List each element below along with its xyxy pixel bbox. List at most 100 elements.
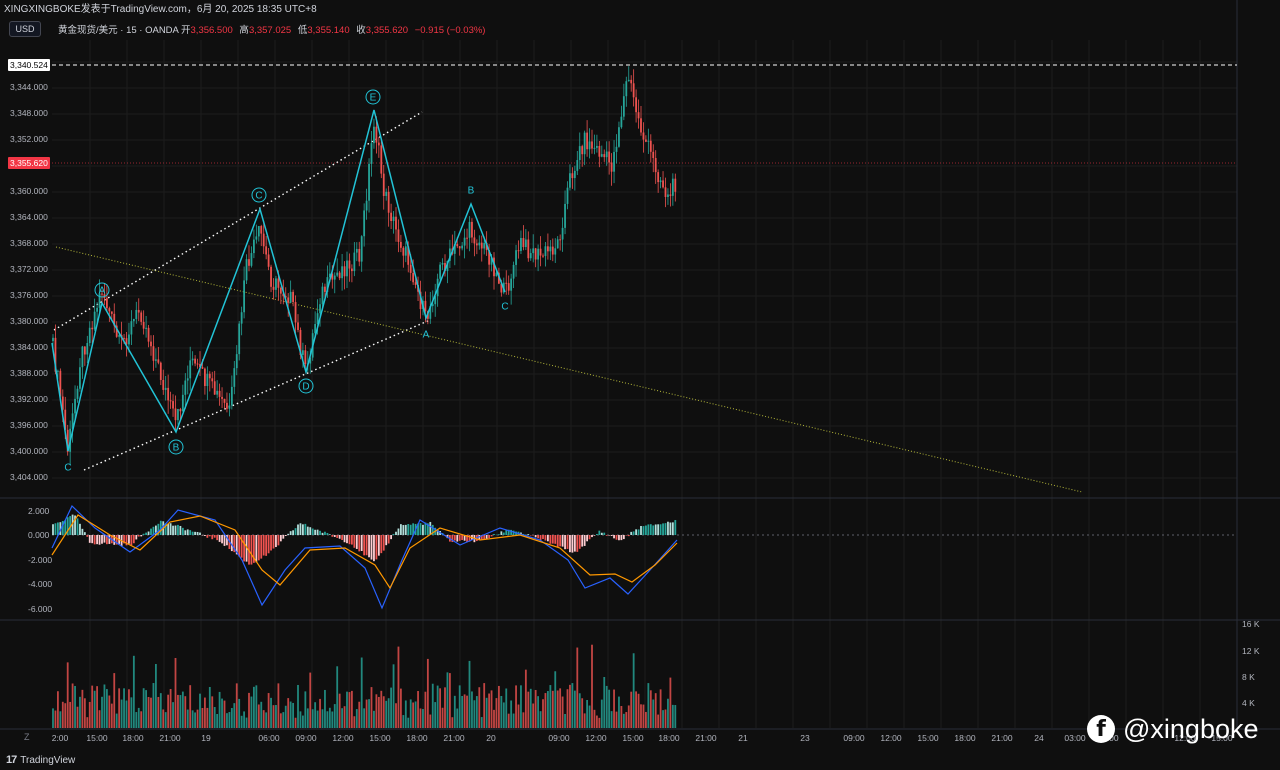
volume-bar [294, 717, 297, 728]
candle-body [289, 291, 292, 303]
price-tick-label: 3,396.000 [10, 420, 48, 430]
volume-bar [576, 647, 579, 728]
macd-histogram-bar [588, 535, 591, 540]
wave-label-circle [251, 187, 267, 203]
time-tick-label: 15:00 [86, 733, 108, 743]
macd-histogram-bar [140, 535, 143, 537]
volume-bar [59, 711, 62, 728]
volume-bar [355, 709, 358, 728]
time-tick-label: 06:00 [258, 733, 280, 743]
volume-bar [142, 688, 145, 728]
candle-body [319, 304, 321, 314]
wave-label: D [302, 382, 309, 393]
tradingview-icon: 17 [6, 754, 17, 766]
macd-histogram-bar [341, 535, 343, 540]
candle-body [657, 172, 660, 183]
candle-body [654, 158, 657, 173]
candle-body [404, 246, 407, 256]
macd-histogram-bar [583, 535, 586, 546]
macd-histogram-bar [71, 514, 74, 535]
time-tick-label: 18:00 [954, 733, 976, 743]
volume-bar [581, 698, 584, 728]
volume-tick-label: 12 K [1242, 646, 1260, 656]
macd-histogram-bar [596, 533, 598, 535]
volume-bar [208, 686, 211, 728]
candle-body [341, 266, 343, 279]
volume-bar [385, 700, 388, 728]
macd-histogram-bar [458, 535, 461, 541]
candle-body [449, 248, 451, 261]
volume-bar [380, 690, 383, 728]
volume-bar [167, 694, 170, 728]
volume-bar [196, 709, 199, 728]
time-tick-label: 23 [800, 733, 810, 743]
macd-histogram-bar [79, 523, 81, 535]
macd-histogram-bar [54, 523, 57, 535]
candle-body [71, 413, 74, 429]
macd-histogram-bar [544, 535, 547, 541]
volume-bar [218, 691, 221, 728]
volume-bar [83, 698, 86, 728]
macd-histogram-bar [93, 535, 96, 545]
tradingview-logo[interactable]: 17 TradingView [6, 754, 76, 766]
macd-histogram-bar [61, 520, 64, 535]
macd-line [51, 504, 678, 610]
macd-histogram-bar [179, 525, 182, 535]
candle-body [488, 250, 490, 265]
candle-body [216, 390, 219, 395]
volume-bar [277, 683, 280, 728]
candle-body [375, 126, 378, 143]
macd-histogram-bar [309, 527, 312, 535]
volume-tick-label: 8 K [1242, 672, 1255, 682]
trend-lines [52, 64, 1237, 493]
candle-body [162, 379, 165, 390]
macd-histogram-bar [204, 535, 206, 537]
symbol-title[interactable]: 黄金现货/美元 · 15 · OANDA [58, 25, 179, 36]
time-tick-label: 15:00 [1211, 733, 1233, 743]
volume-bar [152, 683, 155, 728]
macd-histogram-bar [123, 535, 125, 544]
macd-histogram-bar [164, 523, 167, 535]
macd-histogram-bar [647, 524, 650, 535]
volume-bar [106, 689, 108, 728]
price-tick-label: 3,380.000 [10, 316, 48, 326]
volume-bar [424, 691, 427, 728]
candle-body [279, 287, 282, 294]
volume-bar [120, 699, 123, 728]
candle-body [475, 243, 478, 246]
candle-body [130, 321, 133, 335]
volume-bar [554, 671, 557, 728]
high-price-tag [8, 59, 50, 71]
macd-histogram-bar [270, 535, 272, 551]
volume-bar [221, 698, 223, 728]
macd-histogram-bar [527, 534, 530, 535]
volume-bar [213, 707, 216, 728]
macd-tick-label: -4.000 [28, 579, 52, 589]
volume-bar [588, 705, 591, 728]
volume-bar [265, 712, 268, 728]
zoom-button[interactable]: Z [24, 732, 30, 742]
candle-body [441, 262, 444, 265]
candle-body [142, 321, 145, 329]
macd-histogram-bar [547, 535, 549, 542]
macd-histogram-bar [662, 523, 664, 535]
candle-body [385, 191, 388, 196]
volume-bar [674, 705, 677, 728]
volume-bar [299, 711, 302, 728]
macd-histogram-bar [622, 535, 625, 540]
candle-body [152, 346, 155, 361]
candle-body [351, 268, 353, 272]
candle-body [453, 244, 456, 254]
volume-bar [302, 715, 304, 728]
candle-body [159, 362, 162, 380]
currency-button[interactable]: USD [9, 21, 41, 37]
macd-histogram-bar [86, 535, 89, 537]
volume-bar [172, 702, 174, 728]
volume-bar [434, 702, 437, 728]
candle-body [573, 170, 576, 179]
volume-bar [155, 664, 157, 728]
candle-body [395, 216, 397, 230]
candle-body [667, 194, 669, 198]
volume-bar [659, 689, 662, 728]
